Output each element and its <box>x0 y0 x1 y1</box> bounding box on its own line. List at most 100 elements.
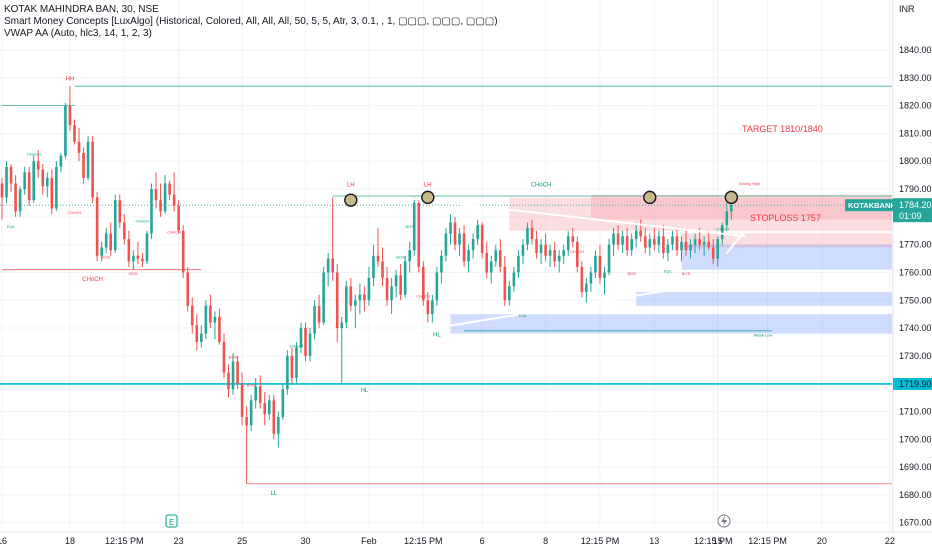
candle <box>204 300 208 340</box>
indicator-smc-line[interactable]: Smart Money Concepts [LuxAlgo] (Historic… <box>4 16 498 27</box>
candle <box>181 225 185 279</box>
candle-body <box>23 172 26 190</box>
candle-body <box>14 183 17 212</box>
candle-body <box>290 355 294 379</box>
trendline[interactable] <box>399 277 746 335</box>
candle <box>566 230 570 256</box>
symbol-line[interactable]: KOTAK MAHINDRA BAN, 30, NSE <box>4 4 159 15</box>
price-axis[interactable]: 1840.00 1830.00 1820.00 1810.00 1800.00 1790.… <box>899 45 932 528</box>
candle <box>594 250 597 279</box>
candle <box>666 239 670 262</box>
candle <box>64 102 67 159</box>
candle <box>299 322 303 354</box>
candle <box>403 255 407 298</box>
indicator-vwap-line[interactable]: VWAP AA (Auto, hlc3, 14, 1, 2, 3) <box>4 28 152 39</box>
time-tick-label: 23 <box>174 536 184 546</box>
structure-label: BOS <box>682 271 691 276</box>
candle <box>589 266 593 292</box>
candle <box>240 372 244 426</box>
symbol-tag-label: KOTAKBANK <box>848 201 896 210</box>
candle-body <box>127 239 131 262</box>
candle <box>449 214 452 245</box>
candle <box>607 239 611 276</box>
candle <box>344 280 348 329</box>
candle-body <box>132 255 135 262</box>
candle <box>453 216 457 251</box>
pivot-marker[interactable] <box>643 190 657 205</box>
candle <box>82 147 85 184</box>
candle-body <box>671 236 674 245</box>
dividend-event-icon[interactable] <box>717 514 731 528</box>
candle <box>254 378 257 409</box>
pivot-markers[interactable] <box>344 190 739 207</box>
time-tick-label: 25 <box>237 536 247 546</box>
structure-label: CHoCH <box>290 344 304 349</box>
hline-price-marker: 1719.90 <box>893 377 932 390</box>
candle <box>426 291 430 323</box>
candle <box>190 297 194 334</box>
candle <box>209 294 212 329</box>
price-tick-label: 1680.00 <box>899 490 932 500</box>
candle-body <box>168 183 171 195</box>
time-tick-label: 30 <box>301 536 311 546</box>
candle-body <box>145 233 149 262</box>
candle <box>32 155 36 203</box>
bull-order-block <box>636 291 892 306</box>
candle-body <box>113 200 117 251</box>
last-price-value: 1784.20 <box>899 200 932 210</box>
candle-body <box>267 400 271 415</box>
structure-label: Strong High <box>739 181 760 186</box>
pivot-marker[interactable] <box>724 190 739 205</box>
trendlines[interactable] <box>399 196 746 335</box>
candle-body <box>566 236 570 251</box>
candle-body <box>372 255 375 279</box>
candle-body <box>136 255 140 259</box>
candle <box>36 150 40 178</box>
earnings-event-icon[interactable]: E <box>165 514 178 528</box>
candle <box>326 252 330 287</box>
price-tick-label: 1740.00 <box>899 323 932 333</box>
candle-body <box>91 141 94 198</box>
candle <box>462 225 466 267</box>
candle <box>598 244 602 284</box>
candle-body <box>363 294 366 301</box>
structure-levels <box>0 85 892 485</box>
candle <box>399 264 402 301</box>
structure-label: BOS <box>247 382 256 387</box>
candle <box>91 136 94 203</box>
pivot-marker[interactable] <box>421 190 435 205</box>
candle-body <box>680 241 683 251</box>
currency-label: INR <box>899 4 915 14</box>
candle-body <box>376 255 380 262</box>
structure-label: LH <box>347 182 355 188</box>
candle-body <box>354 300 357 306</box>
candle-body <box>82 152 85 178</box>
candle-body <box>172 194 176 206</box>
candle <box>263 391 267 426</box>
candle-body <box>503 266 507 301</box>
structure-label: Weak Low <box>754 332 773 337</box>
candle <box>154 172 158 209</box>
candle-body <box>698 239 701 245</box>
trendline[interactable] <box>725 229 746 254</box>
candle <box>476 219 479 245</box>
candle <box>50 169 54 215</box>
trendline[interactable] <box>399 196 746 238</box>
candle-body <box>227 372 230 390</box>
pivot-marker[interactable] <box>344 193 358 207</box>
candle <box>385 266 389 306</box>
candle <box>612 227 615 256</box>
candle <box>580 261 584 298</box>
candle <box>23 166 26 195</box>
candle-body <box>580 266 584 292</box>
candle <box>390 278 393 315</box>
structure-label: HH <box>66 77 75 83</box>
candle-body <box>548 250 552 256</box>
candle <box>100 241 103 262</box>
time-tick-label: 8 <box>543 536 548 546</box>
candle-body <box>634 230 638 240</box>
price-tick-label: 1690.00 <box>899 462 932 472</box>
candle <box>313 300 316 340</box>
